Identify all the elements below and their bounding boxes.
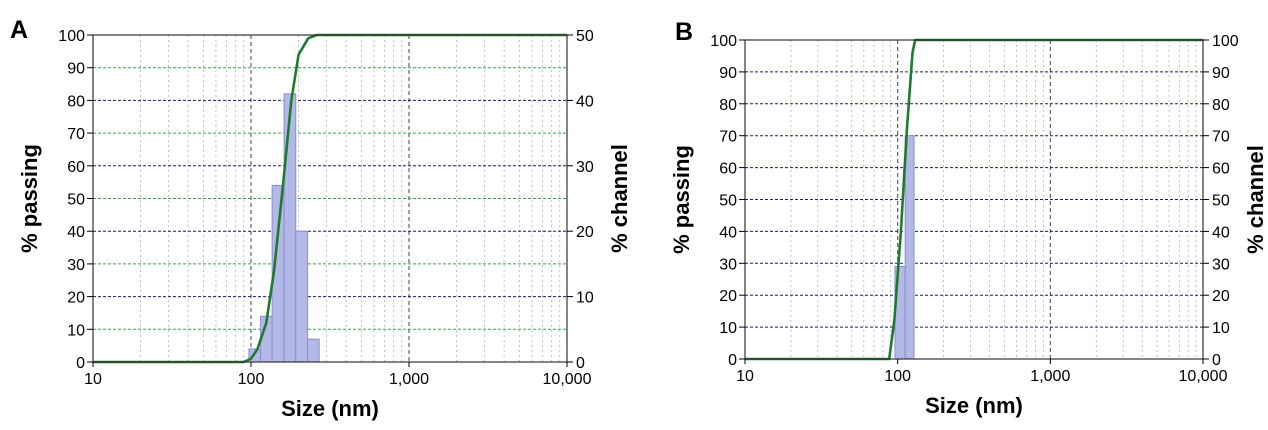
y-tick-label-right: 20 [1212, 288, 1230, 305]
y-tick-label-left: 30 [67, 257, 85, 274]
x-axis-title: Size (nm) [925, 393, 1023, 418]
y-tick-label-right: 70 [1212, 129, 1230, 146]
y-tick-label-left: 20 [67, 290, 85, 307]
y-tick-label-left: 90 [67, 61, 85, 78]
y-tick-label-right: 0 [576, 355, 585, 372]
y-tick-label-right: 40 [576, 93, 594, 110]
y-tick-label-right: 30 [576, 159, 594, 176]
plot-frame [744, 39, 1204, 360]
y-tick-label-left: 100 [710, 33, 737, 50]
y-tick-label-left: 40 [719, 224, 737, 241]
x-tick-label: 10 [736, 368, 754, 385]
x-tick-label: 1,000 [389, 371, 429, 388]
y-tick-label-right: 40 [1212, 224, 1230, 241]
panel-letter: B [675, 18, 693, 46]
x-tick-label: 10 [84, 371, 102, 388]
y-tick-label-right: 10 [576, 290, 594, 307]
y-tick-label-left: 10 [719, 320, 737, 337]
y-tick-label-left: 0 [728, 352, 737, 369]
chart-panel-b: 0102030405060708090100010203040506070809… [669, 18, 1268, 418]
x-tick-label: 100 [238, 371, 265, 388]
y-tick-label-left: 20 [719, 288, 737, 305]
y-tick-label-right: 100 [1212, 33, 1239, 50]
y-tick-label-left: 10 [67, 322, 85, 339]
histogram-bar [295, 230, 309, 363]
y-tick-label-right: 50 [576, 28, 594, 45]
x-tick-label: 100 [884, 368, 911, 385]
y-tick-label-left: 90 [719, 65, 737, 82]
y-tick-label-right: 90 [1212, 65, 1230, 82]
histogram-bar [283, 93, 297, 363]
x-tick-label: 10,000 [543, 371, 592, 388]
y-tick-label-left: 80 [719, 97, 737, 114]
y-tick-label-right: 80 [1212, 97, 1230, 114]
y-tick-label-right: 60 [1212, 161, 1230, 178]
cumulative-line [745, 38, 1203, 361]
y-axis-title-right: % channel [1243, 145, 1268, 254]
y-tick-label-left: 70 [67, 126, 85, 143]
y-tick-label-left: 0 [76, 355, 85, 372]
y-axis-title-left: % passing [669, 145, 694, 254]
y-tick-label-left: 40 [67, 224, 85, 241]
y-tick-label-left: 60 [67, 159, 85, 176]
x-tick-label: 10,000 [1179, 368, 1228, 385]
y-tick-label-left: 80 [67, 93, 85, 110]
cumulative-line [93, 33, 567, 364]
panel-letter: A [10, 16, 28, 44]
y-tick-label-left: 50 [719, 193, 737, 210]
x-tick-label: 1,000 [1030, 368, 1070, 385]
y-tick-label-right: 30 [1212, 256, 1230, 273]
y-tick-label-right: 10 [1212, 320, 1230, 337]
y-tick-label-left: 100 [58, 28, 85, 45]
x-axis-title: Size (nm) [281, 396, 379, 421]
y-axis-title-right: % channel [607, 144, 632, 253]
y-axis-title-left: % passing [17, 144, 42, 253]
y-tick-label-left: 30 [719, 256, 737, 273]
histogram-bar [307, 338, 320, 363]
y-tick-label-left: 60 [719, 161, 737, 178]
y-tick-label-right: 50 [1212, 193, 1230, 210]
y-tick-label-right: 20 [576, 224, 594, 241]
y-tick-label-left: 70 [719, 129, 737, 146]
y-tick-label-left: 50 [67, 192, 85, 209]
histogram-bar [904, 135, 915, 360]
y-tick-label-right: 0 [1212, 352, 1221, 369]
